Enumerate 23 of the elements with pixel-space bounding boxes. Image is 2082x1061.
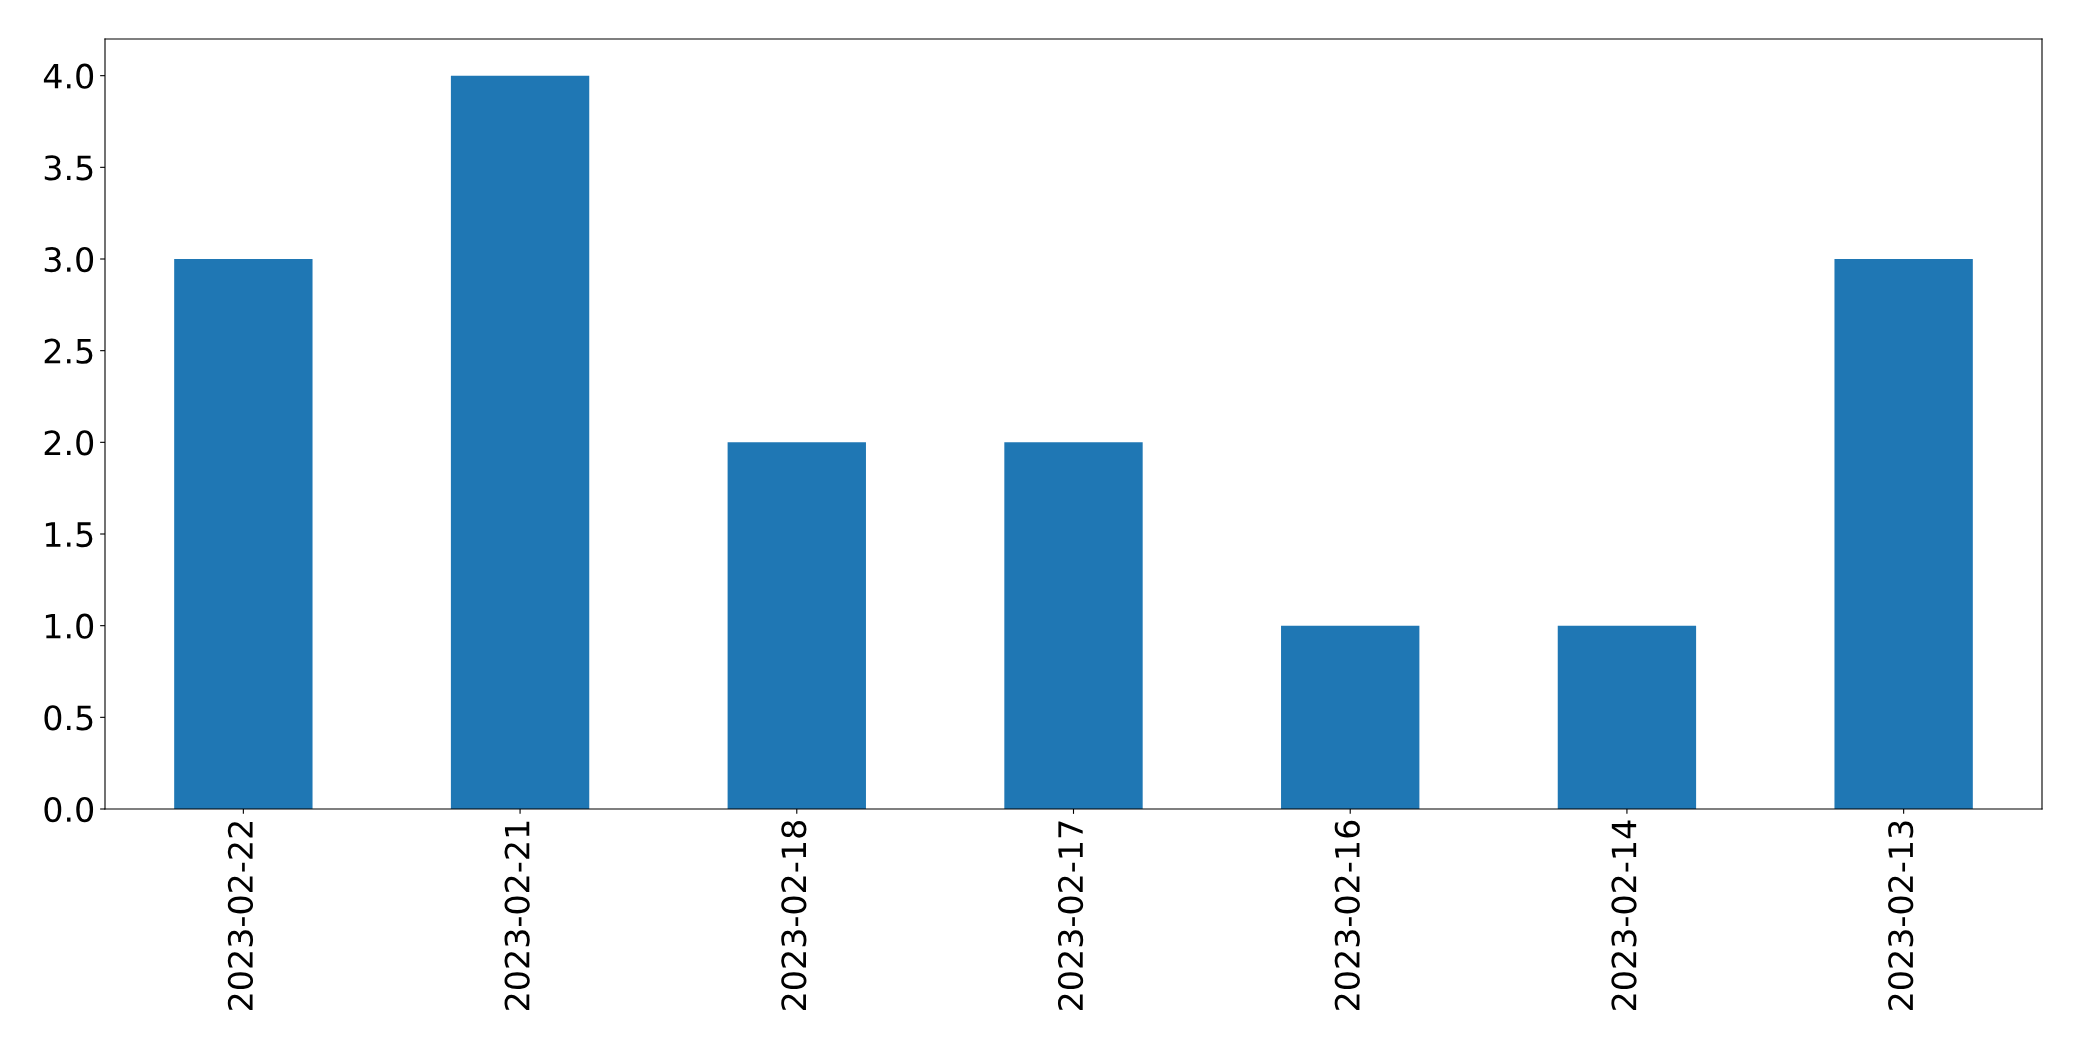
bar bbox=[1281, 625, 1420, 809]
y-tick-label: 3.5 bbox=[44, 155, 93, 181]
x-tick-label: 2023-02-18 bbox=[781, 821, 807, 1010]
x-tick-label: 2023-02-22 bbox=[227, 822, 254, 1010]
y-tick-label: 0.0 bbox=[44, 796, 94, 823]
x-tick-label: 2023-02-16 bbox=[1334, 820, 1360, 1010]
x-tick-label: 2023-02-13 bbox=[1888, 821, 1914, 1010]
y-tick-label: 0.5 bbox=[44, 705, 93, 731]
y-tick-label: 2.0 bbox=[44, 430, 94, 456]
y-tick-label: 3.0 bbox=[44, 246, 94, 273]
bar bbox=[174, 259, 313, 809]
bar bbox=[1834, 259, 1973, 809]
y-tick-label: 2.5 bbox=[44, 338, 93, 364]
x-tick-label: 2023-02-14 bbox=[1611, 820, 1637, 1010]
y-tick-label: 1.5 bbox=[45, 522, 93, 548]
bar bbox=[1557, 625, 1697, 809]
x-tick-label: 2023-02-17 bbox=[1057, 821, 1084, 1010]
y-tick-label: 4.0 bbox=[43, 63, 94, 89]
bar bbox=[1004, 442, 1143, 809]
y-tick-label: 1.0 bbox=[45, 613, 94, 639]
bar bbox=[450, 75, 590, 809]
bar bbox=[727, 442, 866, 809]
x-tick-label: 2023-02-21 bbox=[504, 821, 530, 1010]
